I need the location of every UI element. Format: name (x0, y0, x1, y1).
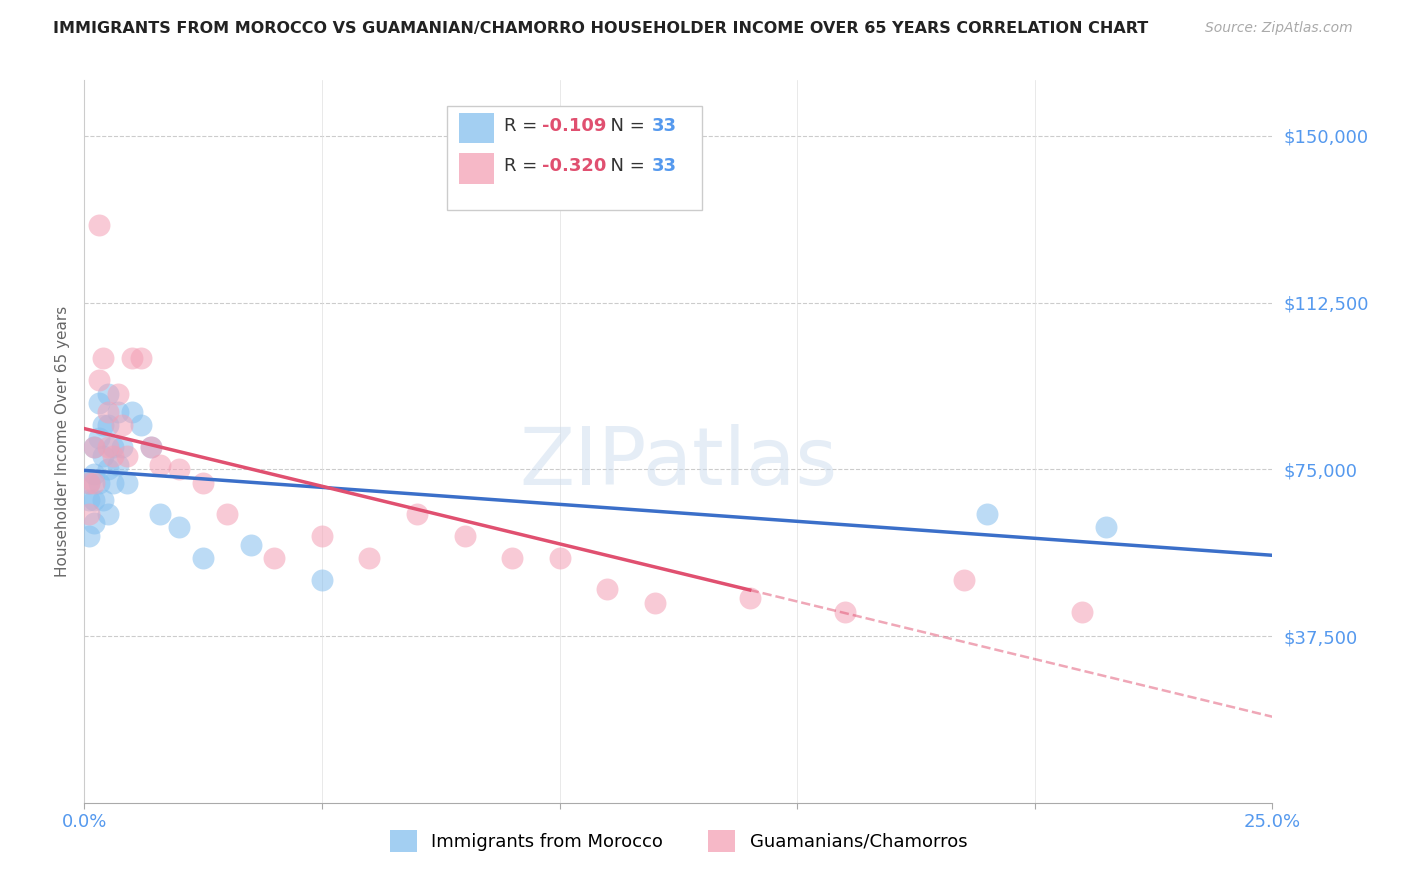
Point (97, 507, 120, 521)
Point (101, 440, 124, 454)
Point (93, 417, 115, 432)
Point (115, 475, 138, 490)
Point (311, 529, 333, 543)
FancyBboxPatch shape (447, 105, 702, 211)
Point (93, 449, 115, 463)
Point (87, 373, 110, 387)
Point (149, 458, 172, 472)
Text: -0.320: -0.320 (541, 157, 606, 175)
Point (121, 351, 143, 366)
Point (101, 449, 124, 463)
Point (738, 591, 761, 606)
Point (1071, 605, 1094, 619)
Text: ZIPatlas: ZIPatlas (519, 425, 838, 502)
Point (191, 551, 215, 566)
Point (169, 520, 191, 534)
Point (107, 404, 129, 418)
Point (87, 475, 110, 490)
Point (83, 493, 105, 508)
Point (77, 475, 100, 490)
Text: 33: 33 (652, 157, 678, 175)
Point (87, 431, 110, 445)
Point (107, 458, 129, 472)
Point (97, 417, 120, 432)
Text: R =: R = (503, 157, 543, 175)
Point (77, 475, 100, 490)
Text: N =: N = (599, 117, 651, 135)
Text: -0.109: -0.109 (541, 117, 606, 135)
Point (191, 475, 215, 490)
Point (311, 574, 333, 588)
Point (139, 440, 162, 454)
Point (644, 596, 666, 610)
Point (548, 551, 571, 566)
Point (83, 475, 105, 490)
Point (83, 440, 105, 454)
Text: IMMIGRANTS FROM MOROCCO VS GUAMANIAN/CHAMORRO HOUSEHOLDER INCOME OVER 65 YEARS C: IMMIGRANTS FROM MOROCCO VS GUAMANIAN/CHA… (53, 21, 1149, 37)
Point (169, 462, 191, 476)
Point (406, 507, 429, 521)
Point (976, 507, 998, 521)
Point (952, 574, 974, 588)
Point (121, 404, 143, 418)
Text: R =: R = (503, 117, 543, 135)
Point (77, 507, 100, 521)
Point (83, 467, 105, 481)
Point (834, 605, 856, 619)
Text: 33: 33 (652, 117, 678, 135)
Point (77, 493, 100, 508)
Point (596, 582, 619, 597)
Point (101, 475, 124, 490)
Point (115, 449, 138, 463)
Point (453, 529, 475, 543)
Point (77, 529, 100, 543)
Point (111, 417, 134, 432)
Point (501, 551, 523, 566)
FancyBboxPatch shape (458, 112, 495, 143)
Point (149, 507, 172, 521)
Point (107, 386, 129, 401)
Point (215, 507, 238, 521)
Point (83, 516, 105, 530)
Point (97, 440, 120, 454)
Point (97, 462, 120, 476)
Point (1095, 520, 1118, 534)
Point (111, 440, 134, 454)
Point (83, 440, 105, 454)
Legend: Immigrants from Morocco, Guamanians/Chamorros: Immigrants from Morocco, Guamanians/Cham… (382, 822, 974, 859)
Point (97, 404, 120, 418)
Point (87, 395, 110, 409)
FancyBboxPatch shape (458, 153, 495, 184)
Point (239, 538, 262, 552)
Point (131, 351, 153, 366)
Point (139, 440, 162, 454)
Point (97, 386, 120, 401)
Point (263, 551, 285, 566)
Point (93, 351, 115, 366)
Point (87, 218, 110, 232)
Text: Source: ZipAtlas.com: Source: ZipAtlas.com (1205, 21, 1353, 36)
Point (131, 417, 153, 432)
Point (359, 551, 381, 566)
Text: N =: N = (599, 157, 651, 175)
Y-axis label: Householder Income Over 65 years: Householder Income Over 65 years (55, 306, 70, 577)
Point (93, 493, 115, 508)
